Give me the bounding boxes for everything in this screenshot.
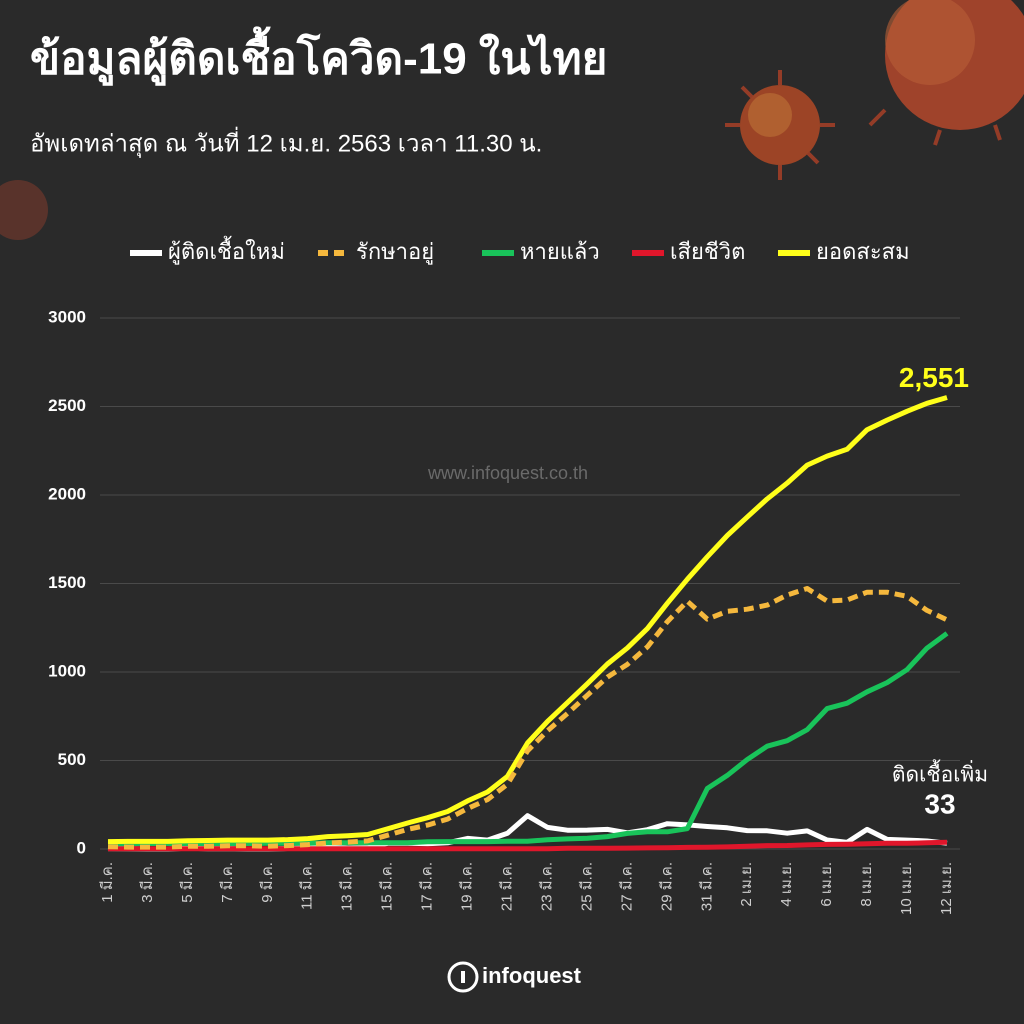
x-tick-label: 5 มี.ค. [179, 862, 196, 903]
chart-title: ข้อมูลผู้ติดเชื้อโควิด-19 ในไทย [30, 26, 607, 86]
x-tick-label: 19 มี.ค. [459, 862, 476, 911]
x-tick-label: 2 เม.ย. [738, 862, 755, 907]
y-tick-label: 2000 [48, 484, 86, 503]
data-line [107, 631, 949, 847]
watermark: www.infoquest.co.th [427, 463, 588, 483]
legend-label: รักษาอยู่ [356, 239, 434, 265]
y-tick-label: 0 [77, 838, 86, 857]
data-line [107, 586, 949, 850]
y-tick-label: 1000 [48, 661, 86, 680]
data-line [108, 839, 948, 852]
x-tick-label: 29 มี.ค. [658, 862, 675, 911]
value-label: 33 [924, 788, 955, 819]
x-tick-label: 11 มี.ค. [299, 862, 316, 910]
y-tick-label: 1500 [48, 573, 86, 592]
x-tick-label: 1 มี.ค. [99, 862, 116, 903]
x-tick-label: 21 มี.ค. [498, 862, 515, 911]
x-tick-label: 25 มี.ค. [578, 862, 595, 911]
logo-text: infoquest [482, 963, 582, 988]
x-tick-label: 7 มี.ค. [219, 862, 236, 903]
legend-label: ยอดสะสม [816, 239, 910, 264]
legend-label: เสียชีวิต [670, 239, 745, 264]
annotation: ติดเชื้อเพิ่ม [892, 760, 988, 787]
logo-icon [447, 961, 479, 993]
x-tick-label: 9 มี.ค. [259, 862, 276, 903]
value-label: 2,551 [899, 362, 969, 393]
legend-label: หายแล้ว [520, 239, 600, 264]
x-tick-label: 12 เม.ย. [938, 862, 955, 915]
y-tick-label: 2500 [48, 396, 86, 415]
x-tick-label: 27 มี.ค. [618, 862, 635, 911]
y-tick-label: 3000 [48, 307, 86, 326]
legend-label: ผู้ติดเชื้อใหม่ [168, 236, 285, 265]
x-tick-label: 6 เม.ย. [818, 862, 835, 907]
virus-decoration [0, 0, 1024, 240]
y-tick-label: 500 [58, 750, 86, 769]
x-tick-label: 4 เม.ย. [778, 862, 795, 907]
x-tick-label: 17 มี.ค. [419, 862, 436, 911]
x-tick-label: 31 มี.ค. [698, 862, 715, 911]
x-tick-label: 8 เม.ย. [858, 862, 875, 907]
chart-subtitle: อัพเดทล่าสุด ณ วันที่ 12 เม.ย. 2563 เวลา… [30, 126, 542, 158]
data-line [107, 395, 948, 845]
x-tick-label: 15 มี.ค. [379, 862, 396, 911]
x-tick-label: 3 มี.ค. [139, 862, 156, 903]
x-tick-label: 23 มี.ค. [538, 862, 555, 911]
x-tick-label: 10 เม.ย. [898, 862, 915, 915]
x-tick-label: 13 มี.ค. [339, 862, 356, 911]
